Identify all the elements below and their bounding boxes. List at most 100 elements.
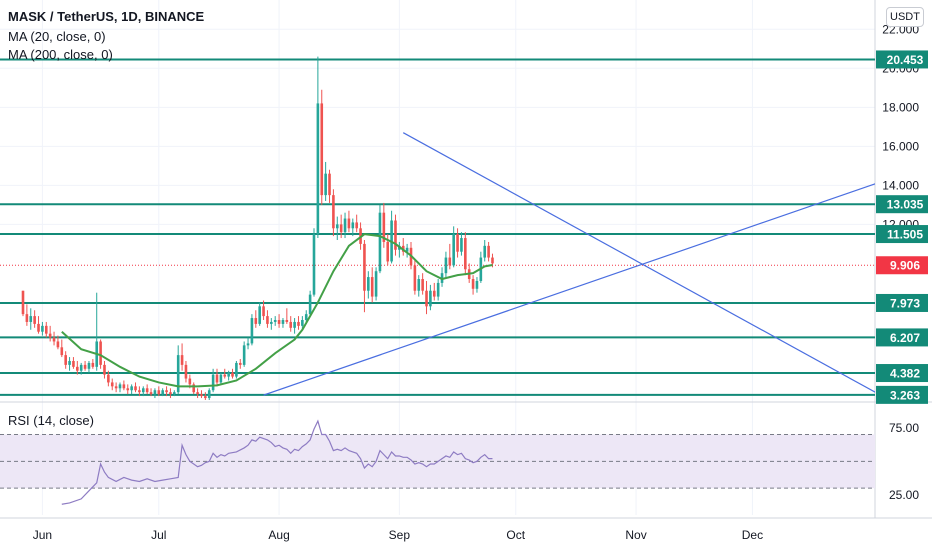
- candle-body: [29, 316, 33, 322]
- candle-body: [386, 241, 390, 262]
- candle-body: [157, 390, 161, 395]
- trendline: [263, 183, 875, 396]
- candle-body: [308, 294, 312, 315]
- candle-body: [130, 386, 133, 391]
- level-label: 3.263: [890, 388, 920, 402]
- candle-body: [297, 321, 300, 326]
- candle-body: [378, 212, 382, 272]
- candle-body: [153, 390, 157, 395]
- rsi-line: [61, 419, 493, 505]
- candle-body: [223, 374, 227, 377]
- candle-body: [114, 386, 118, 389]
- candle-body: [343, 218, 347, 233]
- candle-body: [72, 360, 75, 367]
- candle-body: [184, 364, 188, 379]
- candle-body: [215, 374, 219, 383]
- candle-body: [44, 325, 48, 334]
- level-label: 11.505: [887, 228, 923, 242]
- candle-body: [107, 374, 110, 383]
- x-tick-label-sep: Sep: [389, 528, 411, 542]
- candle-body: [33, 316, 36, 324]
- x-tick-label-aug: Aug: [268, 528, 289, 542]
- candle-body: [211, 374, 215, 391]
- candle-body: [231, 372, 234, 377]
- candle-body: [320, 103, 324, 196]
- x-tick-label-jul: Jul: [151, 528, 166, 542]
- candle-body: [196, 392, 199, 395]
- candle-body: [122, 384, 126, 389]
- ma20-legend[interactable]: MA (20, close, 0): [8, 29, 106, 44]
- level-label: 7.973: [890, 296, 920, 310]
- candle-body: [289, 321, 293, 328]
- candle-body: [417, 279, 421, 291]
- candle-body: [425, 290, 428, 307]
- candle-body: [367, 277, 370, 291]
- candle-body: [41, 325, 44, 332]
- candle-body: [126, 388, 130, 391]
- candle-body: [37, 323, 40, 332]
- candle-body: [475, 280, 479, 289]
- rsi-tick-label: 25.00: [889, 488, 919, 502]
- level-label-box: [876, 195, 928, 214]
- rsi-legend[interactable]: RSI (14, close): [8, 413, 94, 428]
- candle-body: [262, 306, 265, 317]
- level-label-box: [876, 328, 928, 347]
- candle-body: [103, 364, 106, 375]
- candle-body: [64, 355, 67, 365]
- currency-button[interactable]: USDT: [886, 7, 924, 27]
- level-label-box: [876, 385, 928, 404]
- candle-body: [370, 277, 374, 297]
- level-label-box: [876, 225, 928, 244]
- candle-body: [281, 320, 285, 324]
- candle-body: [79, 364, 83, 371]
- candle-body: [452, 234, 455, 266]
- rsi-tick-label: 75.00: [889, 421, 919, 435]
- trendline: [402, 132, 875, 393]
- candle-body: [355, 222, 358, 229]
- x-tick-label-jun: Jun: [33, 528, 52, 542]
- candle-body: [335, 224, 339, 229]
- candle-body: [382, 212, 386, 242]
- candle-body: [374, 271, 378, 297]
- candle-body: [227, 372, 230, 377]
- candle-body: [173, 392, 176, 395]
- candle-body: [436, 282, 440, 297]
- level-label: 13.035: [887, 198, 924, 212]
- candle-body: [293, 321, 296, 328]
- candle-body: [429, 290, 432, 307]
- candle-body: [21, 290, 25, 315]
- candle-body: [270, 321, 273, 324]
- candle-body: [304, 314, 308, 320]
- candle-body: [235, 362, 238, 377]
- candle-body: [192, 384, 196, 393]
- candle-body: [332, 195, 335, 229]
- ma20-line: [61, 233, 493, 388]
- candle-body: [176, 355, 180, 393]
- ma200-legend[interactable]: MA (200, close, 0): [8, 47, 113, 62]
- level-label: 20.453: [887, 53, 924, 67]
- level-label: 6.207: [890, 331, 920, 345]
- candle-body: [246, 343, 250, 346]
- candle-body: [138, 390, 141, 393]
- candle-body: [76, 366, 79, 371]
- x-tick-label-dec: Dec: [742, 528, 763, 542]
- candle-body: [413, 265, 417, 291]
- candle-body: [464, 238, 467, 270]
- candle-body: [87, 362, 91, 369]
- candle-body: [52, 337, 56, 342]
- level-label-box: [876, 364, 928, 383]
- candle-body: [460, 238, 463, 252]
- candle-body: [149, 392, 153, 395]
- candle-body: [238, 362, 242, 365]
- y-tick-label: 16.000: [882, 139, 919, 153]
- candle-body: [363, 243, 366, 291]
- level-label: 4.382: [890, 367, 920, 381]
- symbol-legend[interactable]: MASK / TetherUS, 1D, BINANCE: [8, 9, 205, 24]
- candle-body: [456, 234, 459, 252]
- candle-body: [110, 382, 114, 387]
- candle-body: [277, 320, 281, 324]
- candle-body: [207, 390, 211, 399]
- candle-body: [273, 320, 277, 322]
